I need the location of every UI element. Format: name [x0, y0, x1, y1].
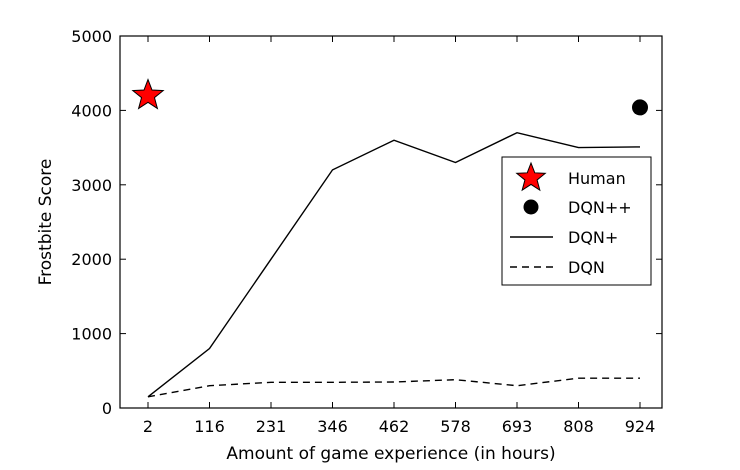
x-tick-label: 924: [625, 417, 656, 436]
x-tick-label: 808: [563, 417, 594, 436]
y-tick-label: 2000: [71, 250, 112, 269]
x-tick-label: 578: [440, 417, 471, 436]
y-tick-label: 5000: [71, 27, 112, 46]
human-star-marker: [131, 78, 165, 110]
legend-label-human: Human: [568, 169, 626, 188]
dqnplusplus-point-marker: [632, 99, 648, 116]
y-tick-label: 0: [102, 399, 112, 418]
legend-circle-icon: [523, 199, 539, 215]
legend-star-icon: [515, 161, 547, 192]
x-tick-label: 116: [194, 417, 225, 436]
series-line-dqnplus: [147, 131, 641, 398]
y-tick-label: 4000: [71, 101, 112, 120]
x-axis-label: Amount of game experience (in hours): [226, 444, 555, 464]
legend-label-dqn: DQN: [568, 258, 605, 277]
y-axis-label: Frostbite Score: [36, 159, 56, 286]
y-axis-ticks: 0 1000 2000 3000 4000 5000: [71, 27, 662, 418]
series-markers: [131, 78, 648, 116]
plot-frame: [119, 35, 663, 409]
x-tick-label: 462: [379, 417, 410, 436]
x-tick-label: 2: [143, 417, 153, 436]
x-axis-ticks: 2 116 231 346 462 578 693 808 924: [143, 36, 655, 436]
series-line-dqn: [147, 377, 640, 398]
y-tick-label: 3000: [71, 176, 112, 195]
series-lines: [147, 131, 641, 398]
legend-label-dqnplus: DQN+: [568, 228, 618, 247]
x-tick-label: 346: [317, 417, 348, 436]
x-tick-label: 693: [502, 417, 533, 436]
x-tick-label: 231: [256, 417, 287, 436]
legend-label-dqnplusplus: DQN++: [568, 198, 632, 217]
y-tick-label: 1000: [71, 325, 112, 344]
legend: Human DQN++ DQN+ DQN: [501, 156, 652, 286]
